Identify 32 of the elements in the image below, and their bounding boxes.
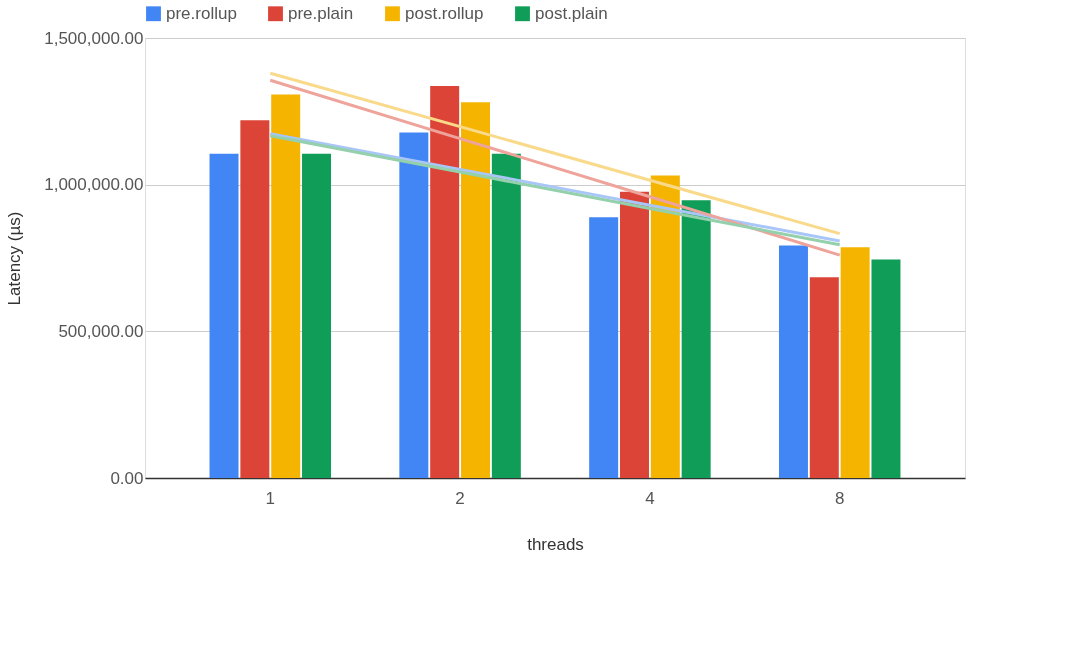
x-tick-label: 2 <box>455 488 465 508</box>
bar <box>871 259 901 478</box>
bar <box>240 120 270 478</box>
bar <box>271 94 301 478</box>
line-series <box>268 78 842 257</box>
bar <box>302 153 332 478</box>
bar <box>491 153 521 478</box>
legend-label: pre.plain <box>288 3 354 23</box>
line-series <box>268 71 842 236</box>
bar <box>840 247 870 478</box>
bar <box>589 217 619 478</box>
legend-label: post.rollup <box>405 3 484 23</box>
x-axis-title: threads <box>527 534 584 554</box>
x-tick-label: 8 <box>834 488 845 508</box>
legend-label: post.plain <box>535 3 608 23</box>
bar <box>209 153 239 478</box>
y-tick-label: 500,000.00 <box>58 321 144 341</box>
x-tick-label: 1 <box>265 488 276 508</box>
bar <box>620 191 649 478</box>
bar <box>650 175 680 478</box>
legend-label: pre.rollup <box>166 3 237 23</box>
bar <box>461 102 490 478</box>
bar <box>399 132 429 478</box>
bar <box>430 86 460 478</box>
y-axis-title: Latency (µs) <box>5 211 25 306</box>
bar <box>778 245 808 478</box>
bar <box>809 277 839 478</box>
y-tick-label: 1,500,000.00 <box>44 28 144 48</box>
y-tick-label: 1,000,000.00 <box>44 175 144 195</box>
bar <box>681 200 711 478</box>
y-tick-label: 0.00 <box>110 468 144 488</box>
x-tick-label: 4 <box>645 488 655 508</box>
